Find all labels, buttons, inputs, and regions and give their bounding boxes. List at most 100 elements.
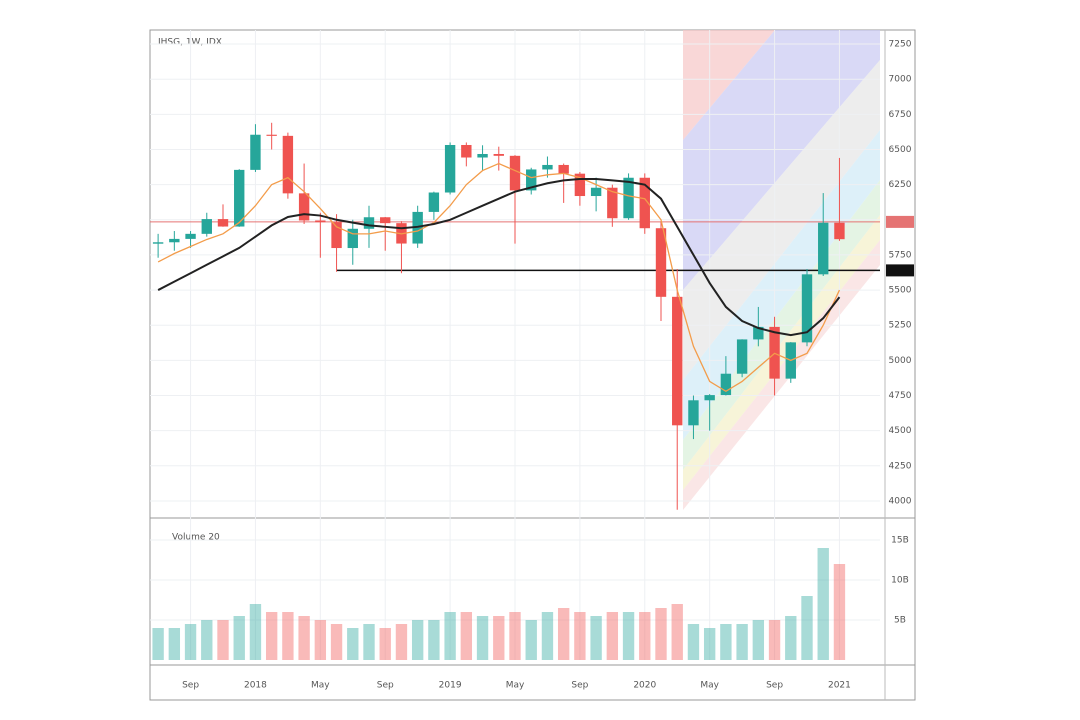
- candle-body: [509, 155, 521, 191]
- candle-body: [623, 177, 634, 219]
- volume-bar: [720, 624, 732, 660]
- volume-bar: [768, 620, 781, 660]
- y-tick-label: 7000: [889, 75, 912, 85]
- volume-bar: [428, 620, 440, 660]
- volume-bar: [152, 628, 164, 660]
- volume-bar: [785, 616, 797, 660]
- volume-bar: [363, 624, 375, 660]
- volume-bar: [687, 624, 700, 660]
- y-tick-label: 4000: [889, 496, 912, 506]
- volume-bar: [347, 628, 359, 660]
- y-tick-label: 7250: [889, 40, 912, 50]
- volume-bar: [330, 624, 343, 660]
- x-tick-label: Sep: [571, 681, 588, 691]
- volume-tick-label: 10B: [891, 576, 909, 586]
- x-tick-label: May: [700, 681, 719, 691]
- x-tick-label: Sep: [766, 681, 783, 691]
- volume-bar: [655, 608, 667, 660]
- x-tick-label: 2018: [244, 681, 267, 691]
- candle-body: [217, 219, 229, 227]
- volume-bar: [217, 620, 229, 660]
- candle-body: [574, 173, 586, 197]
- volume-bar: [541, 612, 554, 660]
- volume-bar: [703, 628, 716, 660]
- volume-bar: [395, 624, 408, 660]
- x-tick-label: May: [506, 681, 525, 691]
- y-tick-label: 6750: [889, 110, 912, 120]
- candle-body: [185, 233, 196, 239]
- candle-body: [250, 134, 261, 170]
- volume-bar: [833, 564, 846, 660]
- price-tag: [886, 264, 914, 277]
- candle-body: [266, 134, 277, 136]
- volume-bar: [314, 620, 327, 660]
- y-tick-label: 4250: [889, 461, 912, 471]
- candle-body: [493, 153, 504, 156]
- y-tick-label: 6250: [889, 180, 912, 190]
- moving-average: [157, 178, 841, 337]
- volume-tick-label: 15B: [891, 536, 909, 546]
- volume-bar: [444, 612, 456, 660]
- volume-bar: [184, 624, 197, 660]
- volume-bar: [574, 612, 586, 660]
- candle-body: [801, 274, 813, 343]
- x-tick-label: 2020: [633, 681, 656, 691]
- volume-bar: [557, 608, 570, 660]
- candle-body: [720, 373, 732, 396]
- volume-bar: [168, 628, 181, 660]
- candle-body: [282, 135, 294, 194]
- volume-bar: [493, 616, 505, 660]
- chart-title: IHSG, 1W, IDX: [158, 38, 222, 48]
- candle-body: [477, 153, 488, 158]
- volume-bar: [525, 620, 537, 660]
- candle-body: [234, 169, 245, 227]
- volume-bar: [411, 620, 424, 660]
- y-tick-label: 5000: [889, 356, 912, 366]
- fib-zone: [683, 215, 880, 490]
- candle-body: [347, 228, 358, 249]
- y-tick-label: 5250: [889, 321, 912, 331]
- candle-body: [331, 222, 342, 249]
- fib-zone: [683, 130, 880, 440]
- volume-bar: [801, 596, 813, 660]
- volume-bar: [606, 612, 619, 660]
- candle-body: [655, 228, 667, 297]
- candle-body: [444, 144, 456, 193]
- volume-bar: [201, 620, 213, 660]
- candle-body: [428, 192, 440, 212]
- volume-bar: [736, 624, 748, 660]
- volume-bar: [298, 616, 310, 660]
- candle-body: [639, 177, 650, 229]
- price-tag: [886, 215, 914, 228]
- candle-body: [753, 326, 764, 340]
- volume-bar: [639, 612, 651, 660]
- volume-bar: [590, 616, 602, 660]
- candle-body: [590, 187, 602, 197]
- volume-bar: [265, 612, 278, 660]
- volume-tick-label: 5B: [894, 616, 906, 626]
- volume-bar: [509, 612, 521, 660]
- candle-body: [672, 296, 683, 426]
- candle-body: [380, 217, 391, 224]
- candle-body: [298, 193, 310, 221]
- candle-body: [363, 217, 375, 229]
- candle-body: [834, 222, 845, 240]
- volume-bar: [671, 604, 683, 660]
- volume-bar: [622, 612, 635, 660]
- y-tick-label: 4500: [889, 426, 912, 436]
- candle-body: [169, 238, 180, 243]
- volume-bar: [752, 620, 765, 660]
- y-tick-label: 4750: [889, 391, 912, 401]
- moving-average: [157, 162, 841, 393]
- volume-bar: [233, 616, 245, 660]
- x-tick-label: 2019: [439, 681, 462, 691]
- x-tick-label: Sep: [182, 681, 199, 691]
- candle-body: [704, 395, 715, 401]
- y-tick-label: 5500: [889, 286, 912, 296]
- candle-body: [736, 339, 748, 374]
- candle-body: [607, 187, 618, 219]
- candle-body: [201, 219, 212, 234]
- x-tick-label: 2021: [828, 681, 851, 691]
- candle-body: [542, 164, 553, 170]
